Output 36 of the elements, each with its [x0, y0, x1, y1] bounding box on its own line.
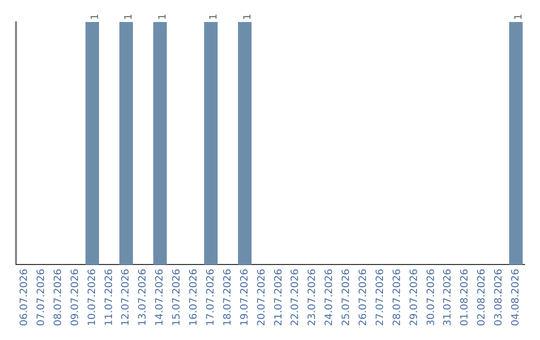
- x-tick-label: 22.07.2026: [290, 268, 302, 326]
- x-tick-label: 13.07.2026: [138, 268, 149, 326]
- x-tick-label: 17.07.2026: [205, 268, 216, 326]
- data-label: 1: [513, 14, 524, 20]
- x-tick-label: 21.07.2026: [273, 268, 284, 326]
- data-label: 1: [158, 14, 169, 20]
- x-tick-label: 02.08.2026: [476, 268, 488, 326]
- x-tick-label: 31.07.2026: [442, 268, 454, 326]
- x-tick-label: 24.07.2026: [324, 268, 336, 326]
- x-tick-label: 07.07.2026: [36, 268, 48, 326]
- x-tick-label: 04.08.2026: [510, 268, 522, 326]
- x-tick-label: 11.07.2026: [104, 268, 115, 326]
- x-tick-label: 26.07.2026: [358, 268, 369, 326]
- data-label: 1: [242, 14, 254, 20]
- data-label: 1: [124, 14, 135, 20]
- x-tick-label: 16.07.2026: [188, 268, 200, 326]
- x-tick-label: 09.07.2026: [70, 268, 81, 326]
- data-label: 1: [90, 14, 101, 20]
- x-tick-label: 20.07.2026: [256, 268, 268, 326]
- x-tick-label: 27.07.2026: [374, 268, 386, 326]
- x-tick-label: 15.07.2026: [172, 268, 183, 326]
- data-label: 1: [208, 14, 220, 20]
- x-tick-label: 10.07.2026: [86, 268, 98, 326]
- x-tick-label: 29.07.2026: [408, 268, 420, 326]
- x-tick-label: 12.07.2026: [120, 268, 132, 326]
- x-tick-label: 06.07.2026: [19, 268, 30, 326]
- x-tick-label: 18.07.2026: [222, 268, 234, 326]
- x-tick-label: 01.08.2026: [460, 268, 471, 326]
- x-tick-label: 25.07.2026: [341, 268, 352, 326]
- x-tick-label: 08.07.2026: [52, 268, 64, 326]
- x-tick-label: 30.07.2026: [426, 268, 437, 326]
- x-tick-label: 28.07.2026: [392, 268, 403, 326]
- x-tick-label: 19.07.2026: [239, 268, 250, 326]
- x-tick-label: 03.08.2026: [494, 268, 505, 326]
- x-tick-label: 23.07.2026: [307, 268, 318, 326]
- x-tick-label: 14.07.2026: [154, 268, 166, 326]
